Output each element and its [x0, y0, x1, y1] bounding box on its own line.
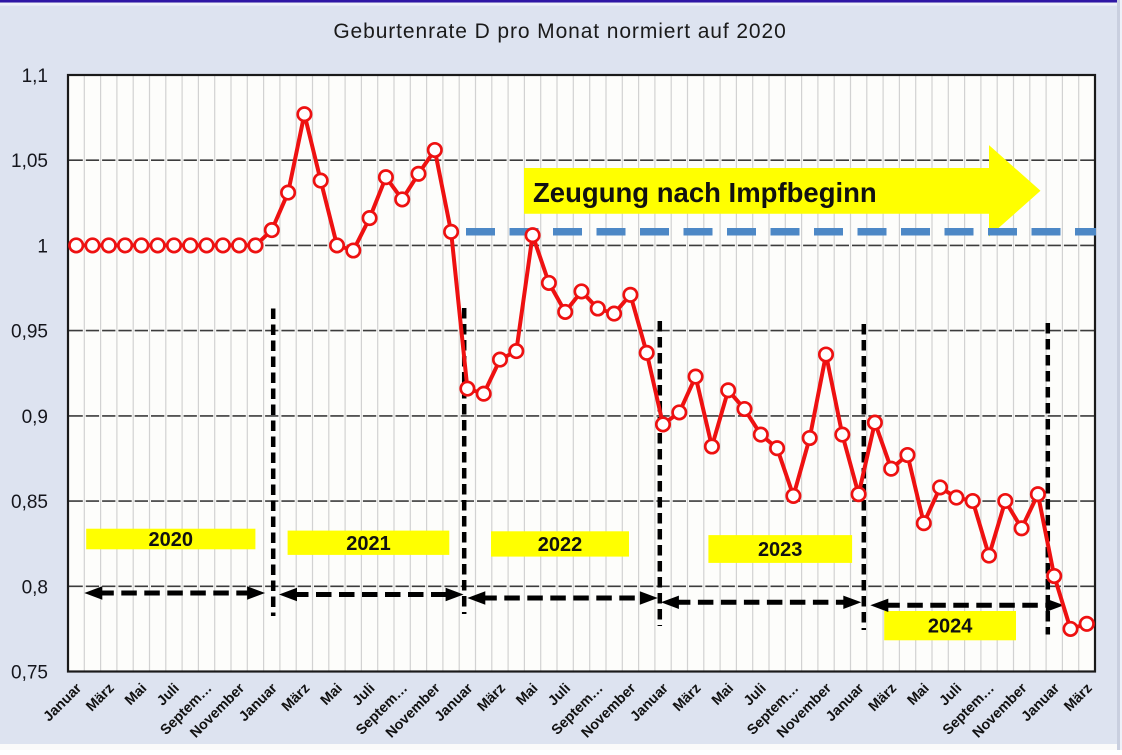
svg-text:Geburtenrate D pro Monat normi: Geburtenrate D pro Monat normiert auf 20… — [333, 20, 786, 43]
svg-text:2023: 2023 — [758, 539, 803, 561]
svg-text:0,75: 0,75 — [11, 663, 48, 684]
svg-text:0,8: 0,8 — [22, 577, 48, 598]
svg-text:0,9: 0,9 — [22, 407, 48, 428]
svg-text:1: 1 — [37, 236, 48, 257]
svg-text:Zeugung nach Impfbeginn: Zeugung nach Impfbeginn — [533, 177, 877, 208]
svg-text:0,95: 0,95 — [11, 322, 48, 343]
svg-text:2022: 2022 — [538, 534, 583, 556]
svg-text:1,05: 1,05 — [11, 151, 48, 172]
svg-text:0,85: 0,85 — [11, 492, 48, 513]
svg-text:1,1: 1,1 — [22, 66, 48, 87]
svg-text:2024: 2024 — [928, 616, 973, 638]
svg-text:2021: 2021 — [346, 533, 391, 555]
svg-text:2020: 2020 — [149, 529, 194, 551]
